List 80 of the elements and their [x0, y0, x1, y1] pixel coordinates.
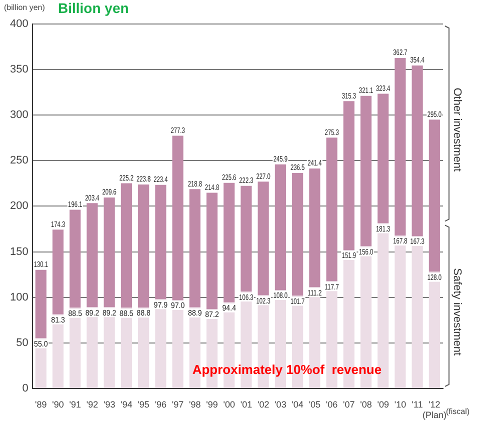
- bar: [224, 182, 235, 302]
- x-tick-label: '96: [154, 399, 167, 410]
- y-tick-label: 350: [10, 64, 28, 76]
- x-tick-label: '07: [343, 399, 355, 410]
- x-tick-label: '94: [120, 399, 132, 410]
- y-tick-label: 100: [10, 291, 28, 304]
- data-label: 88.8: [136, 308, 150, 318]
- x-tick-label: '02: [257, 399, 270, 410]
- x-axis-title: (fiscal): [446, 407, 470, 416]
- x-tick-label: '92: [86, 399, 98, 410]
- bar: [104, 197, 115, 308]
- bar: [428, 272, 440, 388]
- data-label: 88.5: [68, 308, 82, 318]
- x-tick-label: '89: [35, 399, 47, 410]
- bar: [172, 300, 184, 388]
- x-tick-label: '03: [274, 399, 286, 410]
- data-label: 94.4: [222, 303, 236, 313]
- bar: [394, 236, 406, 388]
- bar: [428, 120, 440, 272]
- x-tick-label: '12 (Plan): [422, 399, 446, 420]
- bar: [394, 58, 406, 236]
- bar: [412, 236, 423, 388]
- x-tick-label: '93: [103, 399, 116, 410]
- text: Safety investment: [450, 268, 463, 356]
- bar: [360, 96, 372, 246]
- bar: [258, 182, 269, 296]
- bar: [292, 172, 304, 296]
- bar: [86, 307, 98, 388]
- y-tick-label: 300: [10, 109, 28, 122]
- bar: [172, 136, 184, 300]
- data-label: 88.9: [188, 308, 202, 318]
- bar: [138, 184, 150, 308]
- y-tick-label: 50: [16, 336, 28, 349]
- data-label: 89.2: [85, 308, 100, 318]
- bar: [70, 210, 81, 308]
- bar: [309, 168, 320, 288]
- bar: [274, 164, 286, 290]
- data-label: 97.9: [154, 300, 168, 310]
- bar: [52, 230, 64, 314]
- bar: [240, 186, 252, 292]
- bar: [189, 189, 200, 308]
- data-label: 81.3: [51, 315, 65, 325]
- bar: [378, 94, 389, 224]
- x-tick-label: '04: [292, 399, 304, 410]
- x-tick-label: '91: [69, 399, 81, 410]
- x-tick-label: '06: [326, 399, 338, 410]
- bar: [35, 270, 46, 338]
- annotation: Approximately 10%of revenue: [192, 362, 382, 377]
- x-tick-label: '10: [394, 399, 406, 410]
- x-tick-label: '98: [189, 399, 201, 410]
- data-label: 55.0: [34, 339, 48, 349]
- x-tick-label: '01: [240, 399, 252, 410]
- bar: [343, 101, 354, 250]
- x-tick-label: '90: [52, 399, 64, 410]
- x-tick-label: '99: [206, 399, 218, 410]
- bar: [206, 192, 218, 309]
- text: Other investment: [450, 88, 463, 172]
- y-tick-label: 250: [10, 154, 28, 167]
- y-tick-label: 400: [10, 18, 28, 30]
- bar: [412, 66, 423, 236]
- data-label: 87.2: [205, 310, 219, 320]
- bar: [120, 183, 132, 308]
- x-tick-label: '11: [412, 399, 423, 410]
- data-label: 88.5: [120, 308, 134, 318]
- bar: [326, 138, 338, 282]
- data-label: 97.0: [170, 300, 185, 310]
- x-tick-label: '00: [223, 399, 235, 410]
- x-tick-label: '08: [360, 399, 372, 410]
- y-tick-label: 0: [22, 382, 28, 394]
- y-tick-label: 200: [10, 200, 28, 212]
- chart-title: Billion yen: [58, 0, 129, 16]
- y-tick-label: 150: [10, 246, 28, 258]
- bar: [155, 184, 166, 300]
- bar: [86, 203, 98, 308]
- x-tick-label: '05: [308, 399, 321, 410]
- x-tick-label: '09: [377, 399, 389, 410]
- x-tick-label: '95: [138, 399, 150, 410]
- data-label: 89.2: [102, 308, 116, 318]
- y-axis-title: (billion yen): [4, 3, 46, 12]
- x-tick-label: '97: [172, 399, 184, 410]
